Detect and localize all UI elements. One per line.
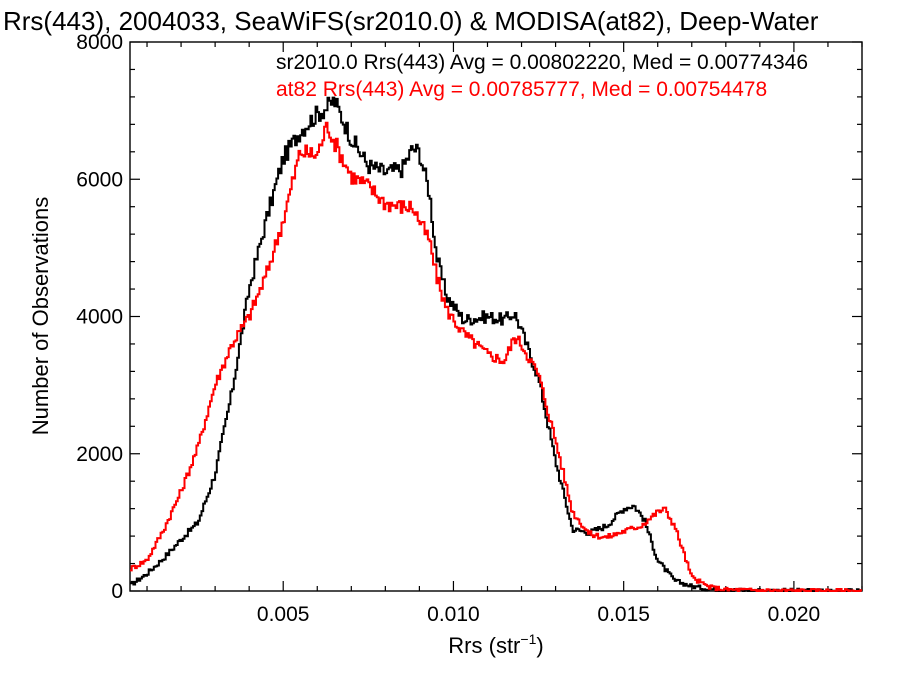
y-tick-label: 8000 xyxy=(76,31,123,54)
y-tick-label: 0 xyxy=(111,580,123,603)
x-tick-label: 0.015 xyxy=(597,603,650,626)
x-tick-label: 0.020 xyxy=(768,603,821,626)
x-axis-label-close: ) xyxy=(536,633,543,658)
annotation-at82: at82 Rrs(443) Avg = 0.00785777, Med = 0.… xyxy=(276,78,767,101)
y-tick-label: 4000 xyxy=(76,306,123,329)
histogram-series xyxy=(130,96,862,592)
y-axis-label: Number of Observations xyxy=(28,197,53,435)
x-axis-label-main: Rrs (str xyxy=(448,633,520,658)
y-tick-label: 2000 xyxy=(76,443,123,466)
y-tick-label: 6000 xyxy=(76,168,123,191)
series-line-at82 xyxy=(130,121,862,592)
x-tick-label: 0.010 xyxy=(427,603,480,626)
series-line-sr2010.0 xyxy=(130,96,862,592)
plot-frame xyxy=(129,41,863,592)
x-axis-label-superscript: −1 xyxy=(520,631,536,647)
x-axis-label: Rrs (str−1) xyxy=(448,631,543,658)
axis-ticks: 0.005 0.010 0.015 0.020 0 2000 4000 6000 8000 xyxy=(76,31,863,626)
x-tick-label: 0.005 xyxy=(257,603,310,626)
chart-title: Rrs(443), 2004033, SeaWiFS(sr2010.0) & M… xyxy=(3,6,819,36)
annotation-sr2010: sr2010.0 Rrs(443) Avg = 0.00802220, Med … xyxy=(276,51,808,74)
